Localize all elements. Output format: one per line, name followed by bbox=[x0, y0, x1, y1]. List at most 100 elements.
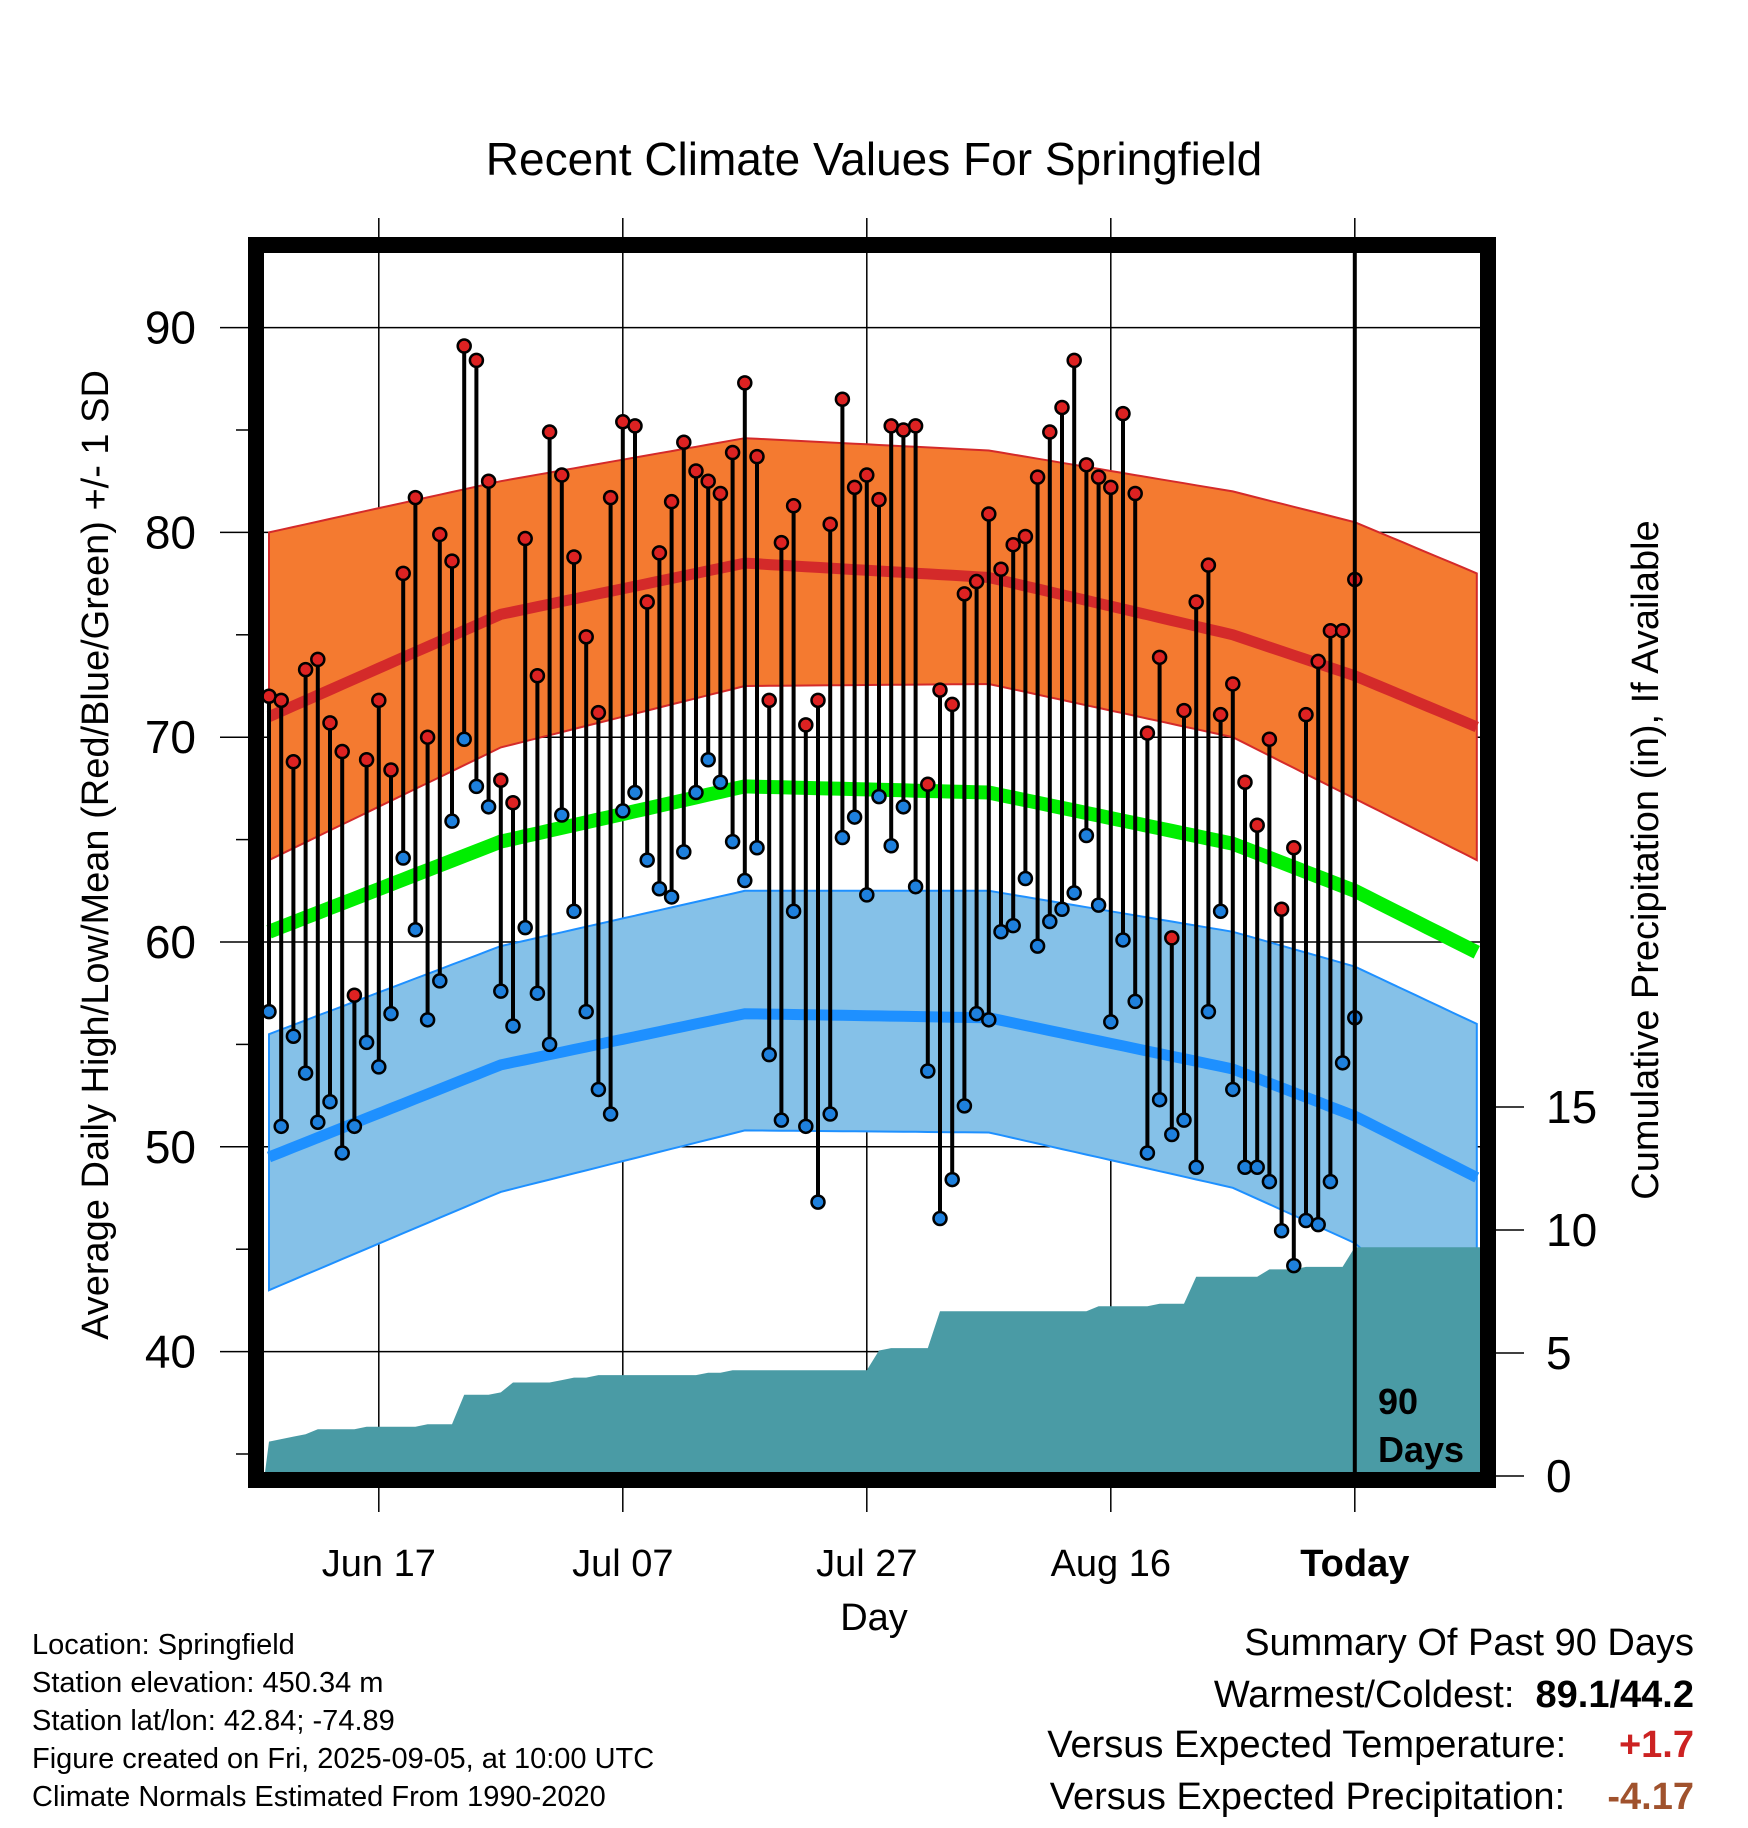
high-point bbox=[273, 692, 289, 709]
high-point bbox=[346, 987, 363, 1003]
y-tick-label: 60 bbox=[145, 916, 196, 968]
low-point bbox=[407, 921, 424, 938]
summary-warm-cold: Warmest/Coldest: 89.1/44.2 bbox=[1214, 1674, 1694, 1717]
low-point bbox=[541, 1036, 558, 1053]
low-point bbox=[346, 1118, 363, 1135]
high-point bbox=[444, 553, 460, 569]
low-point bbox=[1249, 1159, 1265, 1176]
precipitation-area bbox=[264, 1247, 1489, 1480]
temp-label: Versus Expected Temperature: bbox=[1047, 1724, 1567, 1766]
low-point bbox=[627, 784, 643, 801]
low-point bbox=[834, 829, 851, 846]
high-point bbox=[322, 715, 338, 731]
low-point bbox=[395, 850, 411, 866]
low-point bbox=[871, 788, 887, 805]
high-point bbox=[1273, 901, 1290, 917]
low-point bbox=[1103, 1014, 1119, 1030]
low-point bbox=[517, 919, 533, 936]
y-tick-label: 90 bbox=[145, 302, 196, 354]
low-point bbox=[529, 985, 546, 1001]
low-point bbox=[639, 852, 655, 868]
low-point bbox=[883, 837, 899, 854]
low-point bbox=[1127, 993, 1143, 1010]
low-point bbox=[1054, 901, 1070, 917]
low-point bbox=[724, 833, 741, 850]
high-point bbox=[1286, 840, 1302, 856]
low-point bbox=[749, 840, 765, 856]
high-point bbox=[871, 491, 887, 508]
y-tick-label: 80 bbox=[145, 506, 196, 558]
high-point bbox=[1176, 702, 1192, 719]
high-point bbox=[932, 682, 948, 698]
high-point bbox=[554, 467, 570, 483]
summary-temp: Versus Expected Temperature: +1.7 bbox=[1047, 1724, 1694, 1767]
high-point bbox=[1103, 479, 1119, 496]
low-point bbox=[1115, 932, 1131, 948]
high-point bbox=[1029, 469, 1046, 485]
high-point bbox=[383, 762, 399, 778]
low-point bbox=[285, 1028, 302, 1044]
low-point bbox=[480, 799, 497, 815]
chart-title: Recent Climate Values For Springfield bbox=[485, 133, 1263, 185]
low-point bbox=[676, 844, 692, 860]
x-tick-label: Jul 07 bbox=[572, 1543, 673, 1585]
summary-heading: Summary Of Past 90 Days bbox=[1244, 1622, 1694, 1664]
high-point bbox=[566, 549, 582, 565]
low-point bbox=[761, 1046, 777, 1063]
low-point bbox=[846, 809, 863, 825]
high-point bbox=[1127, 485, 1143, 502]
high-point bbox=[676, 434, 692, 451]
low-point bbox=[1334, 1055, 1351, 1071]
high-point bbox=[981, 506, 997, 522]
high-point bbox=[1164, 930, 1180, 946]
high-point bbox=[371, 692, 387, 709]
high-point bbox=[1200, 557, 1217, 573]
low-point bbox=[981, 1012, 997, 1028]
low-point bbox=[700, 751, 716, 768]
low-point bbox=[932, 1210, 948, 1227]
x-tick-label: Jun 17 bbox=[322, 1543, 436, 1585]
high-point bbox=[749, 448, 765, 465]
high-point bbox=[639, 594, 655, 610]
high-point bbox=[785, 498, 802, 514]
today-marker-label: 90 bbox=[1378, 1381, 1418, 1422]
low-point bbox=[1078, 827, 1095, 844]
low-point bbox=[944, 1171, 960, 1188]
y-tick-label: 70 bbox=[145, 711, 196, 763]
right-y-tick-label: 0 bbox=[1546, 1450, 1572, 1502]
low-point bbox=[297, 1065, 314, 1081]
high-point bbox=[358, 751, 375, 768]
high-point bbox=[712, 485, 729, 502]
high-point bbox=[1310, 653, 1326, 670]
mean-normal-line bbox=[266, 779, 1480, 959]
low-point bbox=[712, 774, 729, 791]
warm-cold-value: 89.1/44.2 bbox=[1535, 1674, 1694, 1716]
low-point bbox=[773, 1112, 790, 1128]
low-point bbox=[371, 1059, 387, 1075]
high-point bbox=[798, 717, 814, 733]
low-point bbox=[273, 1118, 289, 1135]
high-point bbox=[1054, 399, 1070, 416]
low-point bbox=[785, 903, 802, 920]
low-point bbox=[602, 1106, 619, 1122]
high-point bbox=[1334, 622, 1351, 639]
low-point bbox=[1029, 938, 1046, 954]
low-point bbox=[468, 778, 485, 795]
high-point bbox=[529, 668, 546, 684]
low-point bbox=[456, 731, 472, 747]
footer-location: Location: Springfield bbox=[32, 1629, 295, 1661]
normal-bands bbox=[266, 437, 1480, 1354]
low-point bbox=[590, 1081, 607, 1098]
x-tick-label: Jul 27 bbox=[816, 1543, 917, 1585]
precip-value: -4.17 bbox=[1607, 1776, 1694, 1818]
precip-label: Versus Expected Precipitation: bbox=[1049, 1776, 1566, 1818]
right-y-tick-label: 5 bbox=[1546, 1327, 1572, 1379]
precipitation-area-fill bbox=[264, 1247, 1489, 1480]
low-point bbox=[1261, 1173, 1278, 1190]
low-point bbox=[810, 1194, 826, 1210]
high-point bbox=[395, 565, 411, 582]
low-point bbox=[1090, 897, 1107, 913]
low-point bbox=[1005, 917, 1021, 934]
high-point bbox=[602, 489, 619, 506]
low-point bbox=[1225, 1081, 1241, 1098]
